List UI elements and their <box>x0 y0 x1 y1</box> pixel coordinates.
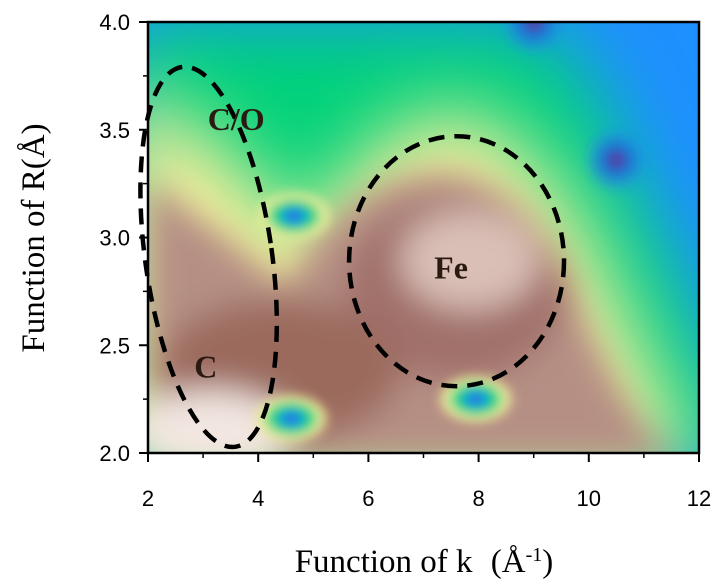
x-tick-label-5: 10 <box>577 486 601 511</box>
minimum-well-5 <box>582 125 651 194</box>
x-tick-label-3: 6 <box>362 486 374 511</box>
minimum-well-3 <box>254 189 335 242</box>
y-tick-label-2: 2.5 <box>99 333 130 358</box>
y-axis: 2.0 2.5 3.0 3.5 4.0 <box>99 10 148 466</box>
x-axis-title: Function of k (Å-1) <box>295 543 554 580</box>
y-tick-label-4: 3.5 <box>99 118 130 143</box>
minimum-well-1 <box>251 392 332 445</box>
x-tick-label-2: 4 <box>252 486 264 511</box>
minimum-well-4 <box>499 22 568 56</box>
annotation-label-1: C/O <box>208 101 265 137</box>
minimum-well-2 <box>435 373 516 426</box>
x-tick-label-1: 2 <box>142 486 154 511</box>
x-tick-label-6: 12 <box>687 486 711 511</box>
annotation-label-2: C <box>194 349 217 385</box>
y-tick-label-1: 2.0 <box>99 441 130 466</box>
x-tick-label-4: 8 <box>472 486 484 511</box>
heatmap-surface <box>148 22 699 453</box>
y-tick-label-5: 4.0 <box>99 10 130 35</box>
annotation-label-3: Fe <box>434 249 468 285</box>
region-outline-1 <box>138 64 280 450</box>
x-axis: 2 4 6 8 10 12 <box>142 453 711 511</box>
y-axis-title: Function of R(Å) <box>15 123 52 352</box>
region-outline-2 <box>346 133 567 389</box>
y-tick-label-3: 3.0 <box>99 226 130 251</box>
